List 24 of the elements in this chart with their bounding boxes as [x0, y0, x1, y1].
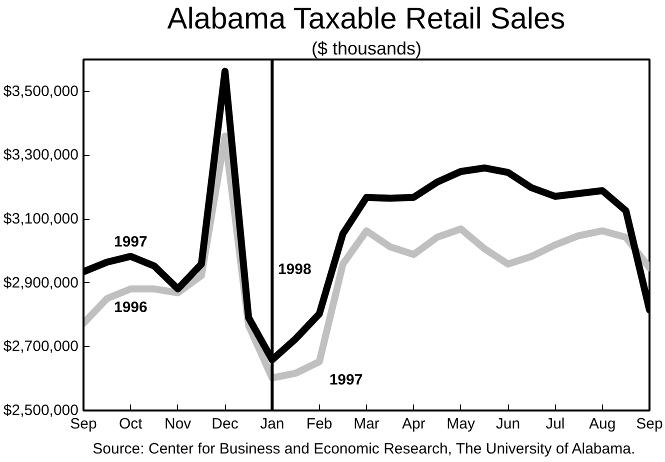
series-label: 1996 — [114, 298, 148, 316]
x-tick-label: Feb — [306, 416, 332, 432]
x-tick-label: Jan — [260, 416, 284, 432]
series-label: 1997 — [114, 233, 148, 250]
x-tick-label: Jul — [546, 416, 565, 432]
x-tick-label: Sep — [636, 416, 663, 432]
series-label: 1997 — [329, 372, 363, 389]
x-tick-label: May — [446, 416, 476, 432]
y-tick-label: $3,500,000 — [3, 82, 79, 100]
y-tick-label: $3,100,000 — [3, 210, 79, 228]
chart-subtitle: ($ thousands) — [311, 38, 422, 58]
source-note: Source: Center for Business and Economic Research, The University of Alabama. — [92, 440, 636, 458]
x-tick-label: Dec — [212, 416, 239, 432]
series-label: 1998 — [278, 260, 312, 278]
x-tick-label: Jun — [496, 416, 520, 432]
x-tick-label: Mar — [354, 416, 380, 432]
y-tick-label: $3,300,000 — [3, 146, 79, 164]
y-tick-label: $2,900,000 — [3, 274, 79, 292]
x-tick-label: Nov — [164, 416, 192, 432]
x-tick-label: Aug — [588, 416, 616, 432]
x-tick-label: Apr — [402, 416, 426, 432]
x-tick-label: Oct — [119, 416, 144, 432]
chart-title: Alabama Taxable Retail Sales — [167, 2, 566, 36]
y-tick-label: $2,700,000 — [3, 338, 79, 356]
